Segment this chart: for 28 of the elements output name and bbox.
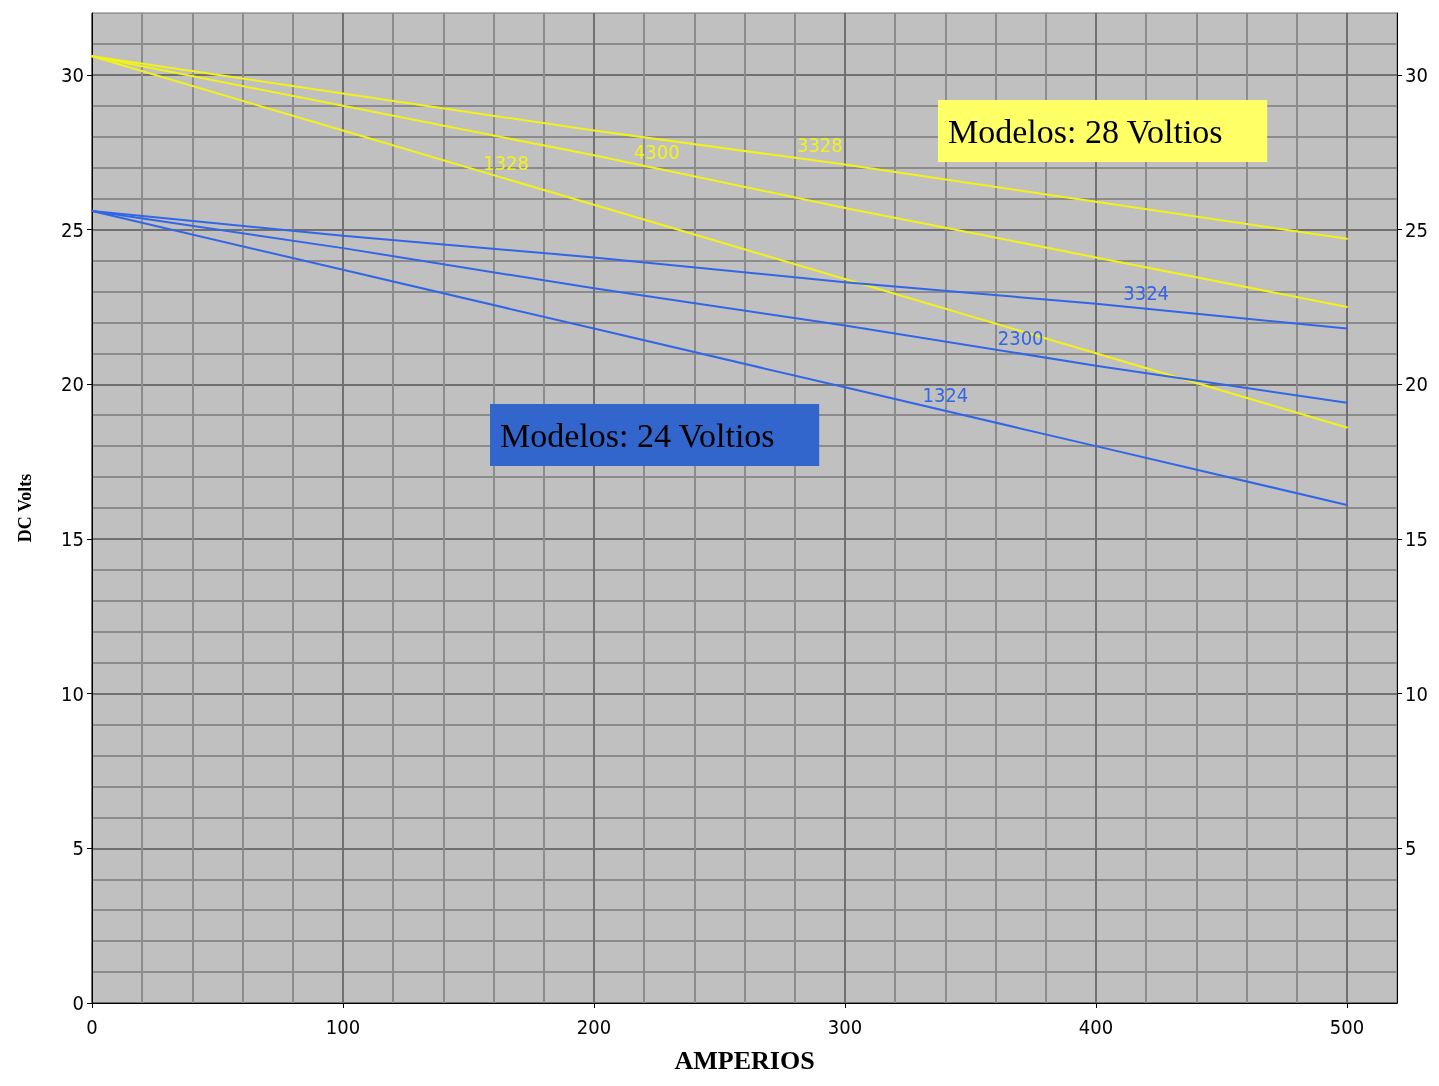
annotation: Modelos: 24 Voltios bbox=[500, 416, 775, 454]
series-label: 3328 bbox=[796, 133, 843, 158]
annotation: Modelos: 28 Voltios bbox=[948, 112, 1223, 150]
y-tick-label: 15 bbox=[61, 526, 84, 551]
y-tick-label: 25 bbox=[61, 217, 84, 242]
y2-tick-label: 10 bbox=[1405, 681, 1428, 706]
y-axis-title: DC Volts bbox=[15, 473, 35, 543]
x-tick-label: 200 bbox=[576, 1015, 612, 1039]
series-label: 4300 bbox=[633, 140, 680, 165]
y2-tick-label: 15 bbox=[1405, 526, 1428, 551]
y-tick-label: 0 bbox=[72, 991, 84, 1015]
series-label: 1324 bbox=[922, 382, 969, 407]
x-tick-label: 300 bbox=[827, 1015, 863, 1039]
y-tick-label: 5 bbox=[72, 836, 84, 861]
x-tick-label: 500 bbox=[1329, 1015, 1365, 1039]
y-tick-label: 30 bbox=[61, 62, 84, 87]
x-axis-title: AMPERIOS bbox=[674, 1045, 815, 1075]
series-label: 3324 bbox=[1123, 280, 1170, 305]
y2-tick-label: 30 bbox=[1405, 62, 1428, 87]
y-tick-label: 20 bbox=[61, 372, 84, 397]
y2-tick-label: 5 bbox=[1405, 836, 1417, 861]
series-label: 2300 bbox=[997, 325, 1044, 350]
y2-tick-label: 25 bbox=[1405, 217, 1428, 242]
y2-tick-label: 20 bbox=[1405, 372, 1428, 397]
x-tick-label: 100 bbox=[325, 1015, 361, 1039]
x-tick-label: 400 bbox=[1078, 1015, 1114, 1039]
y-tick-label: 10 bbox=[61, 681, 84, 706]
series-label: 1328 bbox=[483, 150, 530, 175]
